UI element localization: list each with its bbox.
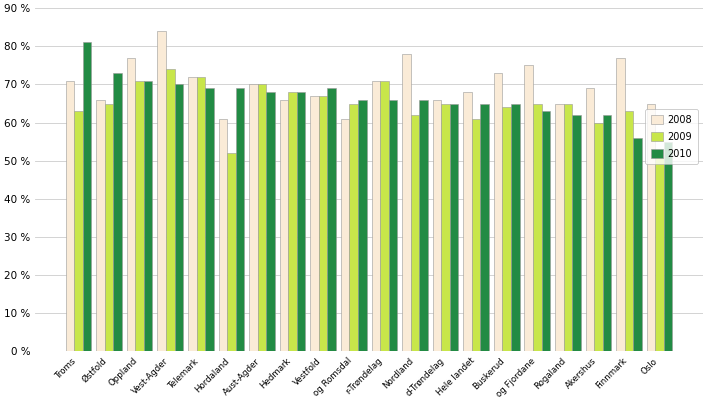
Bar (647, 104, 655, 351)
Bar (380, 81, 389, 351)
Bar (411, 115, 419, 351)
Bar (433, 100, 441, 351)
Bar (205, 88, 214, 351)
Bar (113, 73, 122, 351)
Bar (66, 81, 74, 351)
Bar (218, 119, 227, 351)
Bar (389, 100, 397, 351)
Bar (463, 92, 472, 351)
Bar (297, 92, 305, 351)
Bar (371, 81, 380, 351)
Bar (319, 96, 327, 351)
Bar (188, 77, 197, 351)
Bar (472, 119, 480, 351)
Bar (288, 92, 297, 351)
Bar (655, 157, 664, 351)
Bar (402, 54, 411, 351)
Bar (480, 104, 489, 351)
Bar (633, 138, 642, 351)
Bar (105, 104, 113, 351)
Bar (144, 81, 153, 351)
Bar (258, 85, 267, 351)
Bar (603, 115, 612, 351)
Bar (511, 104, 520, 351)
Bar (594, 123, 603, 351)
Bar (341, 119, 349, 351)
Bar (83, 42, 91, 351)
Bar (166, 69, 175, 351)
Bar (441, 104, 450, 351)
Bar (197, 77, 205, 351)
Bar (267, 92, 275, 351)
Bar (617, 58, 625, 351)
Bar (555, 104, 563, 351)
Bar (572, 115, 580, 351)
Bar (235, 88, 244, 351)
Bar (419, 100, 428, 351)
Bar (349, 104, 358, 351)
Bar (310, 96, 319, 351)
Bar (494, 73, 503, 351)
Bar (327, 88, 336, 351)
Bar (625, 111, 633, 351)
Bar (585, 88, 594, 351)
Bar (450, 104, 458, 351)
Bar (533, 104, 542, 351)
Bar (503, 107, 511, 351)
Bar (175, 85, 183, 351)
Bar (96, 100, 105, 351)
Bar (542, 111, 550, 351)
Legend: 2008, 2009, 2010: 2008, 2009, 2010 (645, 109, 698, 164)
Bar (227, 153, 235, 351)
Bar (358, 100, 367, 351)
Bar (127, 58, 135, 351)
Bar (525, 65, 533, 351)
Bar (74, 111, 83, 351)
Bar (563, 104, 572, 351)
Bar (249, 85, 258, 351)
Bar (664, 142, 672, 351)
Bar (158, 31, 166, 351)
Bar (280, 100, 288, 351)
Bar (135, 81, 144, 351)
